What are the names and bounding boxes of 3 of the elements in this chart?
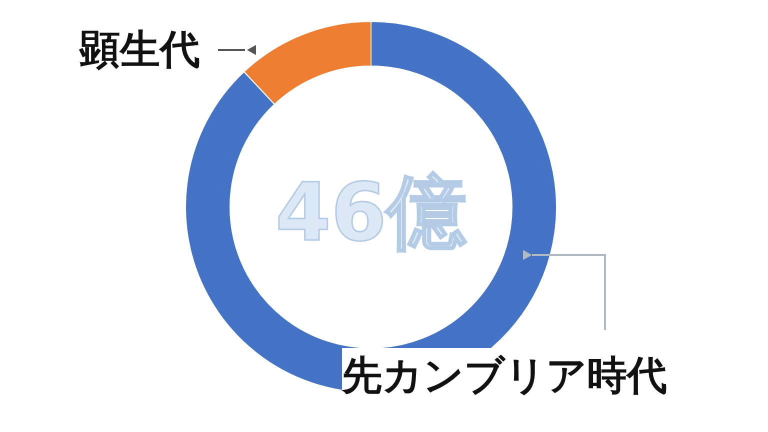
text: 46億 (274, 165, 468, 261)
slice-label: 先カンブリア時代 (342, 348, 667, 403)
slice-label: 顕生代 (80, 26, 200, 75)
